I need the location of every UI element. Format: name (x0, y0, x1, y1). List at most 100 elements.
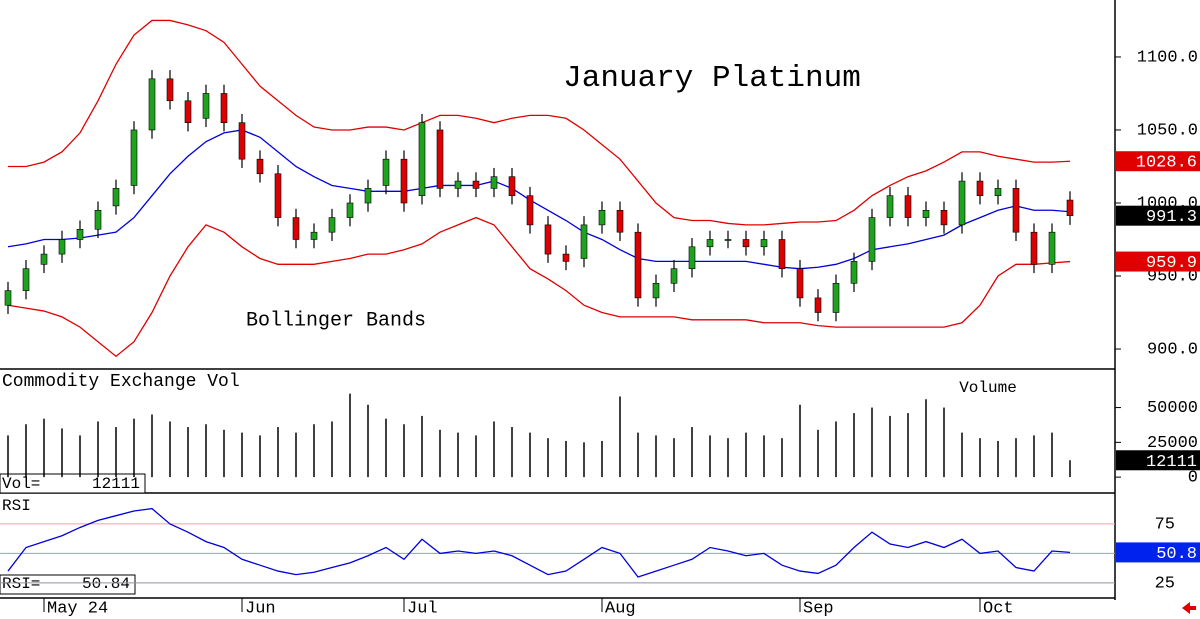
lower-band (7, 216, 1071, 358)
x-tick-label: Sep (803, 599, 834, 618)
rsi-readout-value: 50.84 (82, 575, 130, 593)
candle-body (238, 122, 246, 160)
y-tick-label: 75 (1155, 515, 1175, 534)
candle-body (742, 239, 750, 248)
candle-body (868, 217, 876, 262)
candle-body (202, 93, 210, 119)
candle-body (328, 217, 336, 233)
candle-body (994, 188, 1002, 196)
candle-body (436, 129, 444, 189)
upper-readout-label: 1028.6 (1136, 154, 1197, 173)
volume-title: Commodity Exchange Vol (2, 372, 240, 392)
candle-body (508, 176, 516, 196)
candle-body (526, 195, 534, 226)
y-tick-label: 1050.0 (1137, 121, 1198, 140)
candle-body (598, 209, 606, 226)
rsi-title: RSI (2, 497, 31, 515)
candle-body (112, 188, 120, 207)
rsi-readout-label: RSI= (2, 575, 40, 593)
y-tick-label: 25000 (1147, 434, 1198, 453)
volume-readout-label: 12111 (1146, 453, 1197, 472)
upper-band (8, 19, 1071, 226)
x-tick-label: Aug (605, 599, 636, 618)
candle-body (220, 93, 228, 123)
candle-body (130, 129, 138, 186)
y-tick-label: 0 (1188, 469, 1198, 488)
candle-body (778, 239, 786, 269)
candle-body (310, 231, 318, 240)
candle-body (382, 158, 390, 186)
lower-readout (1116, 251, 1200, 272)
candle-body (958, 180, 966, 226)
candle-body (652, 283, 660, 299)
candle-body (886, 195, 894, 218)
candle-body (1048, 231, 1056, 265)
y-tick-label: 25 (1155, 574, 1175, 593)
candle-body (1030, 231, 1038, 265)
candle-body (166, 78, 174, 102)
candle-body (400, 158, 408, 204)
candle-body (364, 188, 372, 204)
candle-body (814, 297, 822, 313)
x-tick-label: Jun (245, 599, 276, 618)
candle-body (418, 122, 426, 196)
candle-body (184, 100, 192, 123)
close-readout-label: 991.3 (1146, 208, 1197, 227)
middle-band (7, 129, 1071, 270)
y-tick-label: 50000 (1147, 399, 1198, 418)
candle-body (490, 176, 498, 189)
candle-body (94, 209, 102, 230)
volume-label: Volume (959, 379, 1017, 397)
candle-body (850, 261, 858, 284)
candle-body (274, 173, 282, 218)
volume-readout (1116, 450, 1200, 471)
rsi-readout (1116, 542, 1200, 563)
candle-body (256, 158, 264, 175)
candle-body (706, 239, 714, 248)
candle-body (616, 209, 624, 233)
candle-body (1012, 188, 1020, 233)
rsi-readout-label: 50.8 (1156, 545, 1197, 564)
candle-body (472, 180, 480, 189)
candle-body (760, 239, 768, 248)
candle-body (634, 231, 642, 299)
candle-body (1066, 199, 1074, 216)
candle-body (922, 209, 930, 218)
candle-body (940, 209, 948, 226)
y-tick-label: 900.0 (1147, 341, 1198, 360)
candle-body (670, 268, 678, 284)
candle-body (4, 290, 12, 306)
candle-body (976, 180, 984, 196)
candle-body (580, 224, 588, 259)
candle-body (562, 253, 570, 262)
upper-readout (1116, 151, 1200, 172)
candle-body (148, 78, 156, 131)
y-tick-label: 950.0 (1147, 267, 1198, 286)
candle-body (688, 246, 696, 269)
candle-body (346, 202, 354, 218)
candle-body (76, 228, 84, 240)
close-readout (1116, 205, 1200, 226)
candle-body (454, 180, 462, 189)
volume-readout-value: 12111 (92, 475, 140, 493)
volume-readout-box (0, 473, 146, 494)
candle-body (904, 195, 912, 218)
candle-body (292, 217, 300, 240)
rsi-line (7, 507, 1071, 578)
chart-title: January Platinum (563, 61, 861, 96)
candle-body (796, 268, 804, 299)
lower-readout-label: 959.9 (1146, 254, 1197, 273)
x-tick-label: Jul (407, 599, 438, 618)
scroll-arrow[interactable] (1182, 602, 1196, 614)
x-tick-label: Oct (983, 599, 1014, 618)
candle-body (724, 239, 732, 241)
candle-body (832, 283, 840, 313)
candle-body (40, 253, 48, 265)
candle-body (22, 268, 30, 291)
volume-readout-label: Vol= (2, 475, 40, 493)
rsi-readout-box (0, 574, 136, 595)
x-tick-label: May 24 (47, 599, 108, 618)
